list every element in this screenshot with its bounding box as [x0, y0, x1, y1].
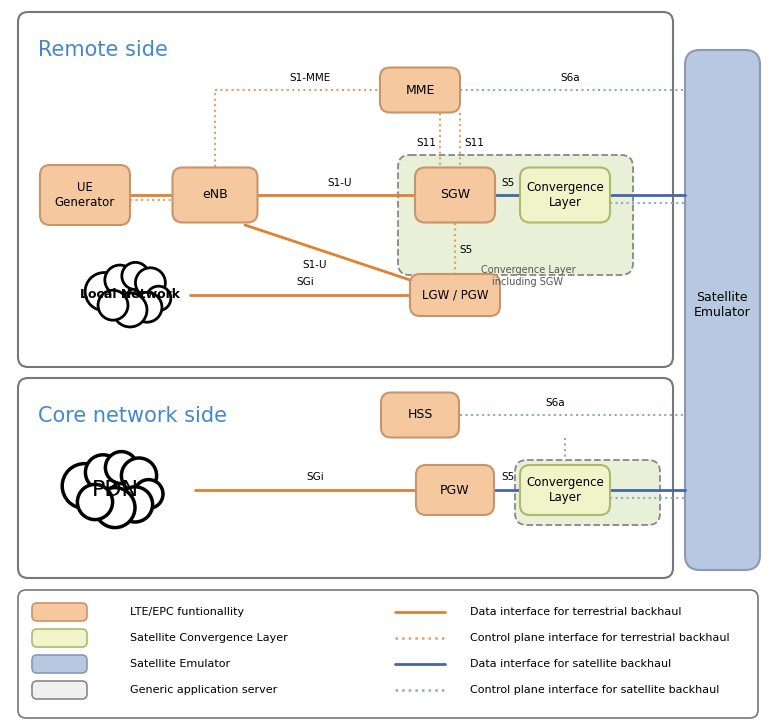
Text: SGi: SGi	[306, 472, 324, 482]
Text: S1-U: S1-U	[328, 178, 352, 188]
Text: Convergence Layer
including SGW: Convergence Layer including SGW	[481, 265, 575, 287]
Text: Data interface for satellite backhaul: Data interface for satellite backhaul	[470, 659, 671, 669]
Circle shape	[134, 480, 163, 508]
Text: S6a: S6a	[545, 398, 565, 408]
Text: PGW: PGW	[440, 484, 470, 497]
FancyBboxPatch shape	[32, 681, 87, 699]
FancyBboxPatch shape	[398, 155, 633, 275]
Text: LTE/EPC funtionallity: LTE/EPC funtionallity	[130, 607, 244, 617]
Circle shape	[135, 268, 166, 298]
FancyBboxPatch shape	[520, 168, 610, 222]
Text: Core network side: Core network side	[38, 406, 227, 426]
Circle shape	[122, 262, 149, 290]
Circle shape	[105, 265, 135, 295]
Circle shape	[85, 272, 123, 311]
Circle shape	[95, 488, 135, 528]
Text: Satellite
Emulator: Satellite Emulator	[694, 291, 750, 319]
Text: S11: S11	[464, 138, 484, 148]
FancyBboxPatch shape	[416, 465, 494, 515]
Text: UE
Generator: UE Generator	[55, 181, 115, 209]
Text: Remote side: Remote side	[38, 40, 168, 60]
FancyBboxPatch shape	[380, 68, 460, 113]
Circle shape	[121, 458, 156, 493]
Text: S5: S5	[501, 472, 514, 482]
FancyBboxPatch shape	[515, 460, 660, 525]
Circle shape	[86, 454, 121, 490]
FancyBboxPatch shape	[520, 465, 610, 515]
FancyBboxPatch shape	[32, 655, 87, 673]
FancyBboxPatch shape	[32, 629, 87, 647]
Text: Satellite Emulator: Satellite Emulator	[130, 659, 230, 669]
Text: S1-MME: S1-MME	[289, 73, 331, 83]
FancyBboxPatch shape	[685, 50, 760, 570]
Circle shape	[105, 452, 138, 484]
Text: SGW: SGW	[440, 189, 470, 202]
Text: S5: S5	[501, 178, 514, 188]
Circle shape	[113, 293, 147, 327]
FancyBboxPatch shape	[415, 168, 495, 222]
FancyBboxPatch shape	[40, 165, 130, 225]
Text: Control plane interface for terrestrial backhaul: Control plane interface for terrestrial …	[470, 633, 730, 643]
Text: S11: S11	[416, 138, 436, 148]
Circle shape	[62, 464, 107, 508]
Text: Control plane interface for satellite backhaul: Control plane interface for satellite ba…	[470, 685, 720, 695]
Circle shape	[98, 290, 128, 320]
Text: S6a: S6a	[560, 73, 580, 83]
Text: Convergence
Layer: Convergence Layer	[526, 181, 604, 209]
Circle shape	[146, 286, 171, 311]
Text: Local Network: Local Network	[80, 288, 180, 301]
Text: PDN: PDN	[92, 480, 138, 500]
FancyBboxPatch shape	[410, 274, 500, 316]
Circle shape	[132, 293, 162, 322]
Text: eNB: eNB	[202, 189, 228, 202]
Text: LGW / PGW: LGW / PGW	[422, 288, 489, 301]
FancyBboxPatch shape	[18, 590, 758, 718]
Circle shape	[77, 484, 113, 520]
Text: Convergence
Layer: Convergence Layer	[526, 476, 604, 504]
FancyBboxPatch shape	[32, 603, 87, 621]
Text: Satellite Convergence Layer: Satellite Convergence Layer	[130, 633, 288, 643]
Circle shape	[117, 487, 152, 522]
Text: S5: S5	[459, 245, 472, 255]
FancyBboxPatch shape	[18, 378, 673, 578]
Text: SGi: SGi	[296, 277, 314, 287]
Text: HSS: HSS	[408, 409, 433, 422]
Text: Generic application server: Generic application server	[130, 685, 277, 695]
Text: S1-U: S1-U	[303, 260, 328, 270]
Text: MME: MME	[405, 83, 435, 97]
FancyBboxPatch shape	[173, 168, 258, 222]
Text: Data interface for terrestrial backhaul: Data interface for terrestrial backhaul	[470, 607, 682, 617]
FancyBboxPatch shape	[381, 393, 459, 438]
FancyBboxPatch shape	[18, 12, 673, 367]
